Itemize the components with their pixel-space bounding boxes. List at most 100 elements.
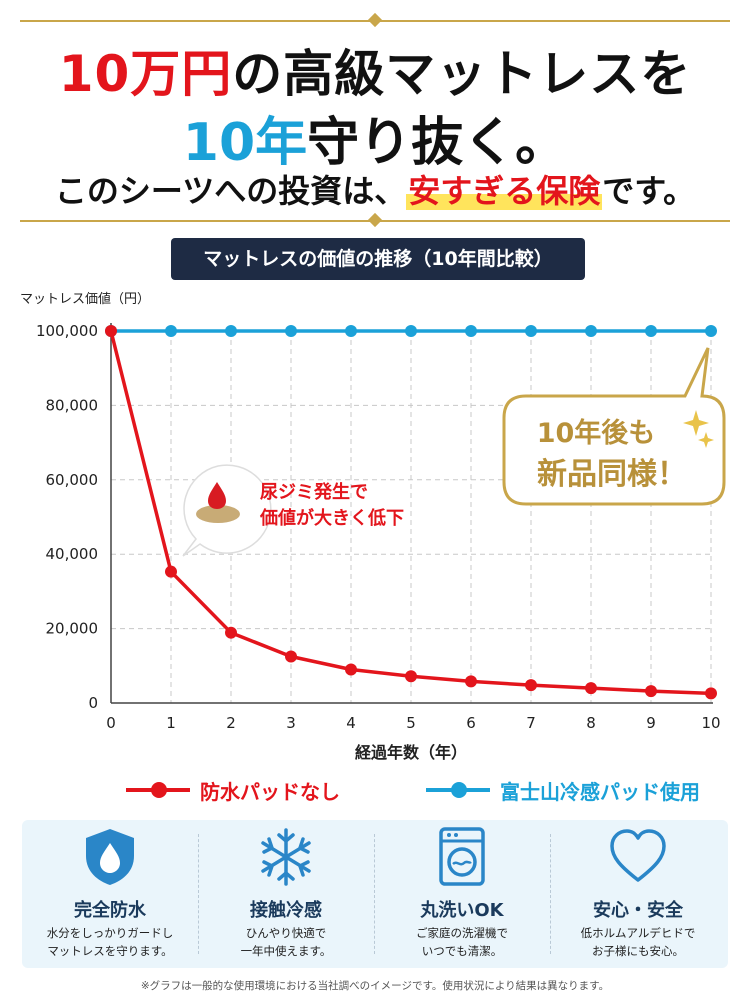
feature-title: 接触冷感	[250, 900, 322, 921]
data-point-no-pad	[585, 682, 597, 695]
callout-stain-line-2: 価値が大きく低下	[259, 507, 404, 529]
data-point-cool-pad	[525, 325, 537, 337]
feature-washable: 丸洗いOK ご家庭の洗濯機で いつでも清潔。	[374, 820, 550, 968]
data-point-no-pad	[645, 685, 657, 698]
legend-dot-red	[151, 782, 167, 798]
headline-price: 10万円	[58, 45, 233, 103]
heart-icon	[610, 829, 666, 882]
data-point-cool-pad	[225, 325, 237, 337]
feature-desc-line: お子様にも安心。	[592, 944, 684, 958]
data-point-cool-pad	[165, 325, 177, 337]
x-tick-label: 1	[166, 714, 176, 732]
x-tick-label: 10	[701, 714, 720, 732]
feature-desc: 低ホルムアルデヒドで お子様にも安心。	[550, 924, 726, 960]
callout-stain-line-1: 尿ジミ発生で	[260, 481, 368, 503]
feature-desc-line: 一年中使えます。	[240, 944, 332, 958]
shield-drop-icon	[86, 829, 134, 885]
y-axis-label: マットレス価値（円）	[20, 291, 150, 307]
callout-like-new-line-2: 新品同様！	[537, 457, 687, 492]
feature-waterproof: 完全防水 水分をしっかりガードし マットレスを守ります。	[22, 820, 198, 968]
y-tick-label: 40,000	[46, 545, 99, 563]
data-point-cool-pad	[585, 325, 597, 337]
data-point-no-pad	[105, 325, 117, 337]
data-point-no-pad	[225, 626, 237, 639]
y-tick-label: 0	[88, 694, 98, 712]
stain-puddle	[196, 505, 240, 523]
feature-desc-line: ご家庭の洗濯機で	[416, 926, 508, 940]
chart-series	[105, 325, 717, 700]
feature-title: 安心・安全	[593, 900, 683, 921]
data-point-cool-pad	[285, 325, 297, 337]
sparkle-icon	[683, 410, 709, 436]
data-point-cool-pad	[345, 325, 357, 337]
headline-line-1-rest: の高級マットレスを	[232, 45, 692, 103]
sparkle-icon	[698, 432, 714, 448]
feature-safe: 安心・安全 低ホルムアルデヒドで お子様にも安心。	[550, 820, 726, 968]
like-new-bubble	[502, 347, 726, 506]
data-point-no-pad	[405, 670, 417, 683]
x-tick-label: 8	[586, 714, 596, 732]
callout-like-new-line-1: 10年後も	[537, 417, 656, 449]
bottom-gold-diamond	[367, 212, 383, 228]
data-point-cool-pad	[645, 325, 657, 337]
chart-legend: 防水パッドなし 富士山冷感パッド使用	[0, 770, 750, 810]
x-tick-label: 6	[466, 714, 476, 732]
x-tick-label: 3	[286, 714, 296, 732]
chart-title: マットレスの価値の推移（10年間比較）	[171, 238, 585, 280]
headline-line-2: 10年守り抜く。	[0, 100, 750, 175]
legend-dot-blue	[451, 782, 467, 798]
feature-desc-line: ひんやり快適で	[245, 926, 327, 940]
x-tick-label: 2	[226, 714, 236, 732]
feature-desc-line: いつでも清潔。	[421, 944, 503, 958]
data-point-no-pad	[345, 663, 357, 676]
headline-line-3: このシーツへの投資は、安すぎる保険です。	[0, 166, 750, 212]
feature-desc-line: 水分をしっかりガードし	[46, 926, 174, 940]
feature-desc: ひんやり快適で 一年中使えます。	[198, 924, 374, 960]
footnote: ※グラフは一般的な使用環境における当社調べのイメージです。使用状況により結果は異…	[140, 980, 610, 992]
feature-divider	[550, 834, 551, 954]
feature-cooling: 接触冷感 ひんやり快適で 一年中使えます。	[198, 820, 374, 968]
x-tick-label: 0	[106, 714, 116, 732]
data-point-no-pad	[165, 565, 177, 578]
data-point-no-pad	[285, 650, 297, 663]
headline-years: 10年	[182, 113, 308, 173]
data-point-no-pad	[525, 679, 537, 692]
x-tick-label: 9	[646, 714, 656, 732]
legend-swatch-blue	[426, 782, 490, 798]
x-tick-label: 7	[526, 714, 536, 732]
x-tick-label: 4	[346, 714, 356, 732]
legend-item-cool-pad: 富士山冷感パッド使用	[426, 770, 700, 810]
feature-desc-line: マットレスを守ります。	[47, 944, 173, 958]
feature-divider	[198, 834, 199, 954]
stain-drop-icon	[208, 482, 226, 509]
headline-highlight: 安すぎる保険	[406, 172, 603, 210]
headline-line-1: 10万円の高級マットレスを	[0, 34, 750, 106]
washing-machine-icon	[439, 827, 485, 886]
chart-axes: 0 20,000 40,000 60,000 80,000 100,000 0 1 2 3 4 5 6 7…	[36, 322, 721, 732]
data-point-no-pad	[705, 687, 717, 700]
y-tick-label: 100,000	[36, 322, 98, 340]
feature-divider	[374, 834, 375, 954]
y-tick-label: 80,000	[46, 396, 99, 414]
y-tick-label: 60,000	[46, 471, 99, 489]
feature-title: 完全防水	[74, 900, 146, 921]
headline-line-2-rest: 守り抜く。	[307, 113, 568, 173]
feature-title: 丸洗いOK	[420, 900, 504, 921]
data-point-cool-pad	[465, 325, 477, 337]
data-point-cool-pad	[705, 325, 717, 337]
x-tick-label: 5	[406, 714, 416, 732]
headline-line-3-post: です。	[602, 172, 696, 210]
legend-label-cool-pad: 富士山冷感パッド使用	[500, 779, 700, 804]
feature-desc: ご家庭の洗濯機で いつでも清潔。	[374, 924, 550, 960]
y-tick-label: 20,000	[46, 620, 99, 638]
legend-label-no-pad: 防水パッドなし	[200, 779, 340, 804]
top-gold-diamond	[367, 12, 383, 28]
snowflake-icon	[261, 828, 311, 886]
data-point-no-pad	[465, 675, 477, 688]
feature-panel: 完全防水 水分をしっかりガードし マットレスを守ります。 接触冷感 ひんやり快適…	[22, 820, 728, 968]
feature-desc: 水分をしっかりガードし マットレスを守ります。	[22, 924, 198, 960]
x-axis-label: 経過年数（年）	[355, 743, 467, 762]
feature-desc-line: 低ホルムアルデヒドで	[580, 926, 696, 940]
